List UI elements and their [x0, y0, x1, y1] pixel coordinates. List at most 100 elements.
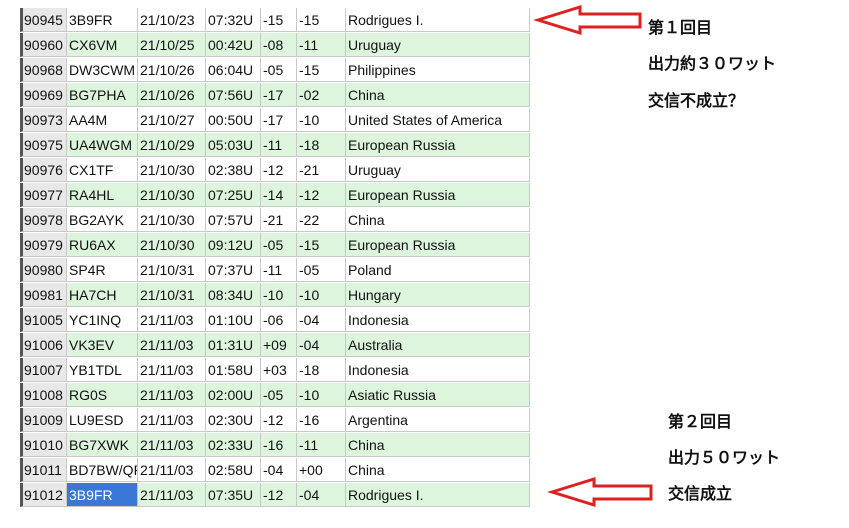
cell[interactable]: 90981 — [20, 283, 67, 307]
cell[interactable]: 90960 — [20, 33, 67, 57]
cell[interactable]: 90969 — [20, 83, 67, 107]
cell[interactable]: 02:38U — [206, 158, 261, 182]
cell[interactable]: Hungary — [346, 283, 530, 307]
cell[interactable]: 07:25U — [206, 183, 261, 207]
cell[interactable]: 21/10/25 — [138, 33, 206, 57]
cell[interactable]: -14 — [261, 183, 297, 207]
cell[interactable]: 21/10/30 — [138, 158, 206, 182]
cell[interactable]: BG2AYK — [67, 208, 138, 232]
cell[interactable]: BD7BW/QRP — [67, 458, 138, 482]
cell[interactable]: 90973 — [20, 108, 67, 132]
cell[interactable]: 90975 — [20, 133, 67, 157]
cell[interactable]: -15 — [297, 8, 346, 32]
cell[interactable]: 91006 — [20, 333, 67, 357]
cell[interactable]: 90980 — [20, 258, 67, 282]
cell[interactable]: United States of America — [346, 108, 530, 132]
cell[interactable]: 21/11/03 — [138, 433, 206, 457]
cell[interactable]: 05:03U — [206, 133, 261, 157]
cell[interactable]: -08 — [261, 33, 297, 57]
cell[interactable]: 90979 — [20, 233, 67, 257]
cell[interactable]: -17 — [261, 108, 297, 132]
cell[interactable]: UA4WGM — [67, 133, 138, 157]
cell[interactable]: -15 — [297, 233, 346, 257]
cell[interactable]: -05 — [261, 233, 297, 257]
cell[interactable]: BG7PHA — [67, 83, 138, 107]
cell[interactable]: 91011 — [20, 458, 67, 482]
cell[interactable]: -18 — [297, 133, 346, 157]
cell[interactable]: 21/10/30 — [138, 233, 206, 257]
cell[interactable]: -17 — [261, 83, 297, 107]
cell[interactable]: 21/11/03 — [138, 483, 206, 507]
cell[interactable]: -16 — [261, 433, 297, 457]
cell[interactable]: AA4M — [67, 108, 138, 132]
cell[interactable]: 06:04U — [206, 58, 261, 82]
cell[interactable]: -11 — [261, 133, 297, 157]
cell[interactable]: China — [346, 208, 530, 232]
cell[interactable]: 21/11/03 — [138, 333, 206, 357]
cell[interactable]: 91005 — [20, 308, 67, 332]
cell[interactable]: -04 — [297, 333, 346, 357]
cell[interactable]: 21/11/03 — [138, 308, 206, 332]
cell[interactable]: -16 — [297, 408, 346, 432]
cell[interactable]: 01:31U — [206, 333, 261, 357]
cell[interactable]: LU9ESD — [67, 408, 138, 432]
cell[interactable]: -04 — [297, 308, 346, 332]
cell[interactable]: -12 — [261, 158, 297, 182]
cell[interactable]: SP4R — [67, 258, 138, 282]
cell[interactable]: 90945 — [20, 8, 67, 32]
cell[interactable]: -10 — [297, 108, 346, 132]
cell[interactable]: 21/10/30 — [138, 208, 206, 232]
cell[interactable]: BG7XWK — [67, 433, 138, 457]
cell[interactable]: -18 — [297, 358, 346, 382]
cell[interactable]: DW3CWM — [67, 58, 138, 82]
cell[interactable]: 21/10/31 — [138, 258, 206, 282]
cell[interactable]: RU6AX — [67, 233, 138, 257]
cell[interactable]: 21/11/03 — [138, 408, 206, 432]
cell[interactable]: 90978 — [20, 208, 67, 232]
cell[interactable]: 91012 — [20, 483, 67, 507]
cell[interactable]: 01:10U — [206, 308, 261, 332]
cell[interactable]: China — [346, 458, 530, 482]
cell[interactable]: RA4HL — [67, 183, 138, 207]
cell[interactable]: 90976 — [20, 158, 67, 182]
cell[interactable]: Philippines — [346, 58, 530, 82]
cell[interactable]: Rodrigues I. — [346, 8, 530, 32]
cell[interactable]: -12 — [297, 183, 346, 207]
cell[interactable]: 07:57U — [206, 208, 261, 232]
cell[interactable]: -10 — [297, 383, 346, 407]
cell[interactable]: Uruguay — [346, 33, 530, 57]
cell[interactable]: CX6VM — [67, 33, 138, 57]
cell[interactable]: -12 — [261, 483, 297, 507]
cell[interactable]: 21/11/03 — [138, 358, 206, 382]
cell[interactable]: YB1TDL — [67, 358, 138, 382]
cell[interactable]: 91007 — [20, 358, 67, 382]
cell[interactable]: +09 — [261, 333, 297, 357]
cell[interactable]: -06 — [261, 308, 297, 332]
cell[interactable]: Indonesia — [346, 358, 530, 382]
cell[interactable]: -10 — [297, 283, 346, 307]
cell[interactable]: 21/10/29 — [138, 133, 206, 157]
cell[interactable]: 21/10/23 — [138, 8, 206, 32]
cell[interactable]: 07:32U — [206, 8, 261, 32]
cell[interactable]: 02:00U — [206, 383, 261, 407]
cell[interactable]: -22 — [297, 208, 346, 232]
cell[interactable]: -10 — [261, 283, 297, 307]
cell[interactable]: 01:58U — [206, 358, 261, 382]
cell[interactable]: 21/10/27 — [138, 108, 206, 132]
cell[interactable]: -21 — [297, 158, 346, 182]
cell[interactable]: Poland — [346, 258, 530, 282]
cell[interactable]: -15 — [261, 8, 297, 32]
cell[interactable]: 07:37U — [206, 258, 261, 282]
cell[interactable]: -21 — [261, 208, 297, 232]
cell[interactable]: -05 — [261, 58, 297, 82]
cell[interactable]: 21/10/26 — [138, 83, 206, 107]
cell[interactable]: 08:34U — [206, 283, 261, 307]
cell[interactable]: 21/11/03 — [138, 383, 206, 407]
cell[interactable]: 90977 — [20, 183, 67, 207]
cell[interactable]: 21/10/31 — [138, 283, 206, 307]
cell[interactable]: 91009 — [20, 408, 67, 432]
cell[interactable]: 07:56U — [206, 83, 261, 107]
cell[interactable]: 3B9FR — [67, 8, 138, 32]
cell[interactable]: 21/11/03 — [138, 458, 206, 482]
cell[interactable]: Asiatic Russia — [346, 383, 530, 407]
